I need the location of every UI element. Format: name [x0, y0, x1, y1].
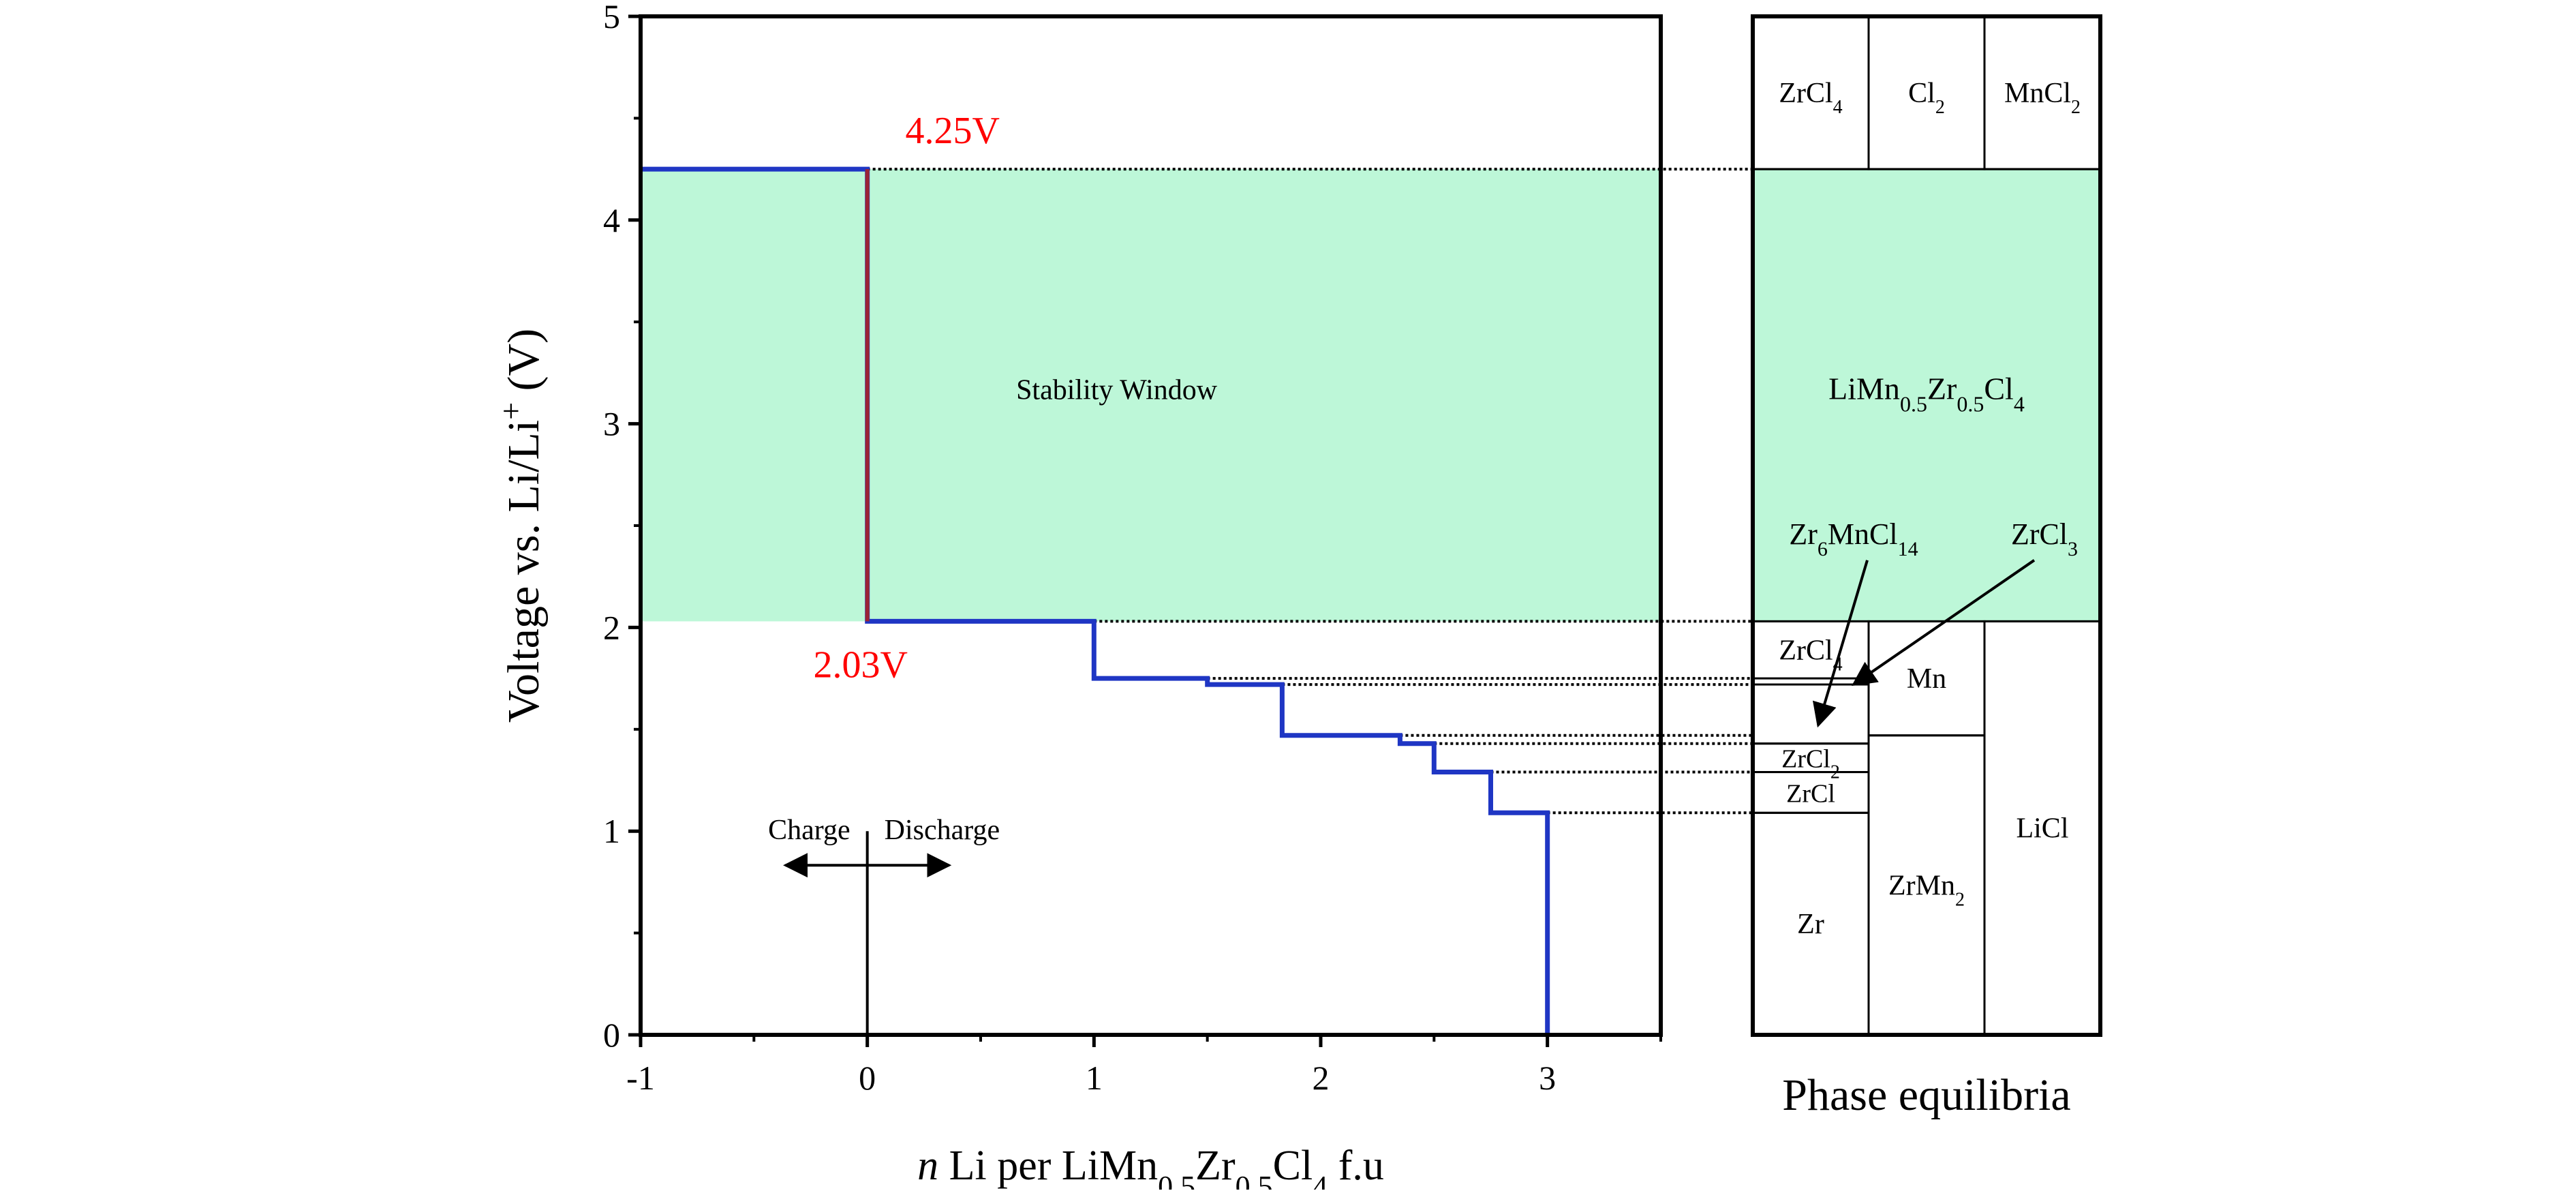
phase-region-label: ZrCl2: [1781, 745, 1840, 783]
phase-region-label-text: LiCl: [2016, 813, 2068, 845]
phase-region-box: [1751, 683, 1870, 745]
phase-panel-frame: [1751, 14, 2102, 1037]
phase-region-label-subscript: 2: [2071, 97, 2081, 118]
phase-region-label-text: Zr: [1797, 909, 1824, 940]
phase-stable-label-sub: 0.5: [1957, 392, 1984, 417]
phase-arrow-label-zr6mncl14: Zr6MnCl14: [1789, 517, 1918, 560]
phase-arrow-zrcl3: [1852, 559, 2036, 686]
x-axis-label: n Li per LiMn0.5Zr0.5Cl4 f.u: [917, 1143, 1384, 1190]
x-axis-label-text: Cl: [1273, 1143, 1313, 1189]
x-tick-label: -1: [626, 1059, 655, 1097]
x-axis-label-sub: 0.5: [1158, 1170, 1195, 1190]
x-axis-label-sub: 4: [1313, 1170, 1328, 1190]
phase-region-label-text: ZrCl: [1779, 78, 1833, 109]
x-axis-label-text: Zr: [1195, 1143, 1236, 1189]
phase-panel: ZrCl4Cl2MnCl2ZrCl4ZrCl2ZrClZrMnZrMn2LiCl…: [1751, 14, 2102, 1120]
y-tick-label: 5: [603, 0, 620, 35]
phase-region-label-text: Mn: [1907, 663, 1946, 695]
phase-stable-label-text: Zr: [1927, 372, 1957, 406]
stability-window-region: [641, 169, 1661, 622]
phase-arrow-zr6mncl14: [1812, 560, 1869, 728]
phase-arrow-label-sub: 6: [1818, 537, 1828, 560]
x-axis: -1 0 1 2 3: [626, 1035, 1662, 1097]
phase-region-label-subscript: 4: [1833, 97, 1843, 118]
charge-label: Charge: [768, 815, 850, 846]
y-tick-label: 0: [603, 1016, 620, 1054]
phase-region-label-text: ZrCl: [1781, 745, 1830, 774]
discharge-label: Discharge: [885, 815, 1000, 846]
phase-panel-title: Phase equilibria: [1782, 1070, 2070, 1120]
phase-region-label: ZrMn2: [1888, 870, 1965, 910]
annotation-upper-voltage: 4.25V: [905, 110, 999, 152]
phase-stable-label-sub: 4: [2014, 392, 2025, 417]
phase-region-label-text: ZrCl: [1786, 779, 1835, 808]
y-tick-label: 1: [603, 812, 620, 850]
annotation-lower-voltage: 2.03V: [813, 644, 907, 686]
phase-stable-region: [1753, 169, 2100, 622]
phase-stable-label: LiMn0.5Zr0.5Cl4: [1828, 372, 2025, 417]
phase-stable-label-text: LiMn: [1828, 372, 1900, 406]
x-tick-label: 1: [1086, 1059, 1103, 1097]
y-tick-label: 2: [603, 608, 620, 646]
y-axis-label-text: Voltage vs. Li/Li: [499, 420, 549, 723]
dotted-connectors: [867, 168, 1753, 815]
phase-region-label-subscript: 2: [1955, 889, 1965, 910]
y-axis-label-superscript: +: [493, 402, 528, 420]
x-axis-label-text: Li per LiMn: [938, 1143, 1158, 1189]
phase-arrow-label-sub: 3: [2068, 537, 2078, 560]
phase-region-label-text: ZrMn: [1888, 870, 1955, 901]
phase-region-label: Mn: [1907, 663, 1946, 695]
y-axis-label-text: (V): [499, 329, 549, 402]
phase-region-label: Cl2: [1908, 78, 1945, 118]
phase-stable-label-sub: 0.5: [1900, 392, 1927, 417]
phase-region-label-subscript: 2: [1935, 97, 1945, 118]
x-axis-label-italic: n: [917, 1143, 938, 1189]
y-tick-label: 4: [603, 201, 620, 239]
phase-region-label-text: ZrCl: [1779, 635, 1833, 666]
voltage-profile-line: [641, 166, 1550, 1035]
x-tick-label: 2: [1313, 1059, 1330, 1097]
phase-stable-label-text: Cl: [1984, 372, 2013, 406]
phase-arrow-label-zrcl3: ZrCl3: [2011, 517, 2078, 560]
phase-region-label: LiCl: [2016, 813, 2068, 845]
x-tick-label: 3: [1539, 1059, 1556, 1097]
phase-arrow-label-text: MnCl: [1828, 517, 1898, 551]
phase-arrow-label-text: Zr: [1789, 517, 1818, 551]
y-axis-label: Voltage vs. Li/Li+ (V): [493, 329, 549, 723]
phase-region-label: ZrCl: [1786, 779, 1835, 808]
phase-arrow-label-text: ZrCl: [2011, 517, 2068, 551]
y-tick-label: 3: [603, 405, 620, 443]
stability-window-label: Stability Window: [1016, 375, 1218, 406]
phase-region-label: Zr: [1797, 909, 1824, 940]
phase-region-label-text: Cl: [1908, 78, 1935, 109]
phase-region-label-text: MnCl: [2004, 78, 2071, 109]
phase-region-label: ZrCl4: [1779, 78, 1842, 118]
phase-region-label: MnCl2: [2004, 78, 2081, 118]
x-axis-label-sub: 0.5: [1236, 1170, 1273, 1190]
phase-arrow-label-sub: 14: [1898, 537, 1918, 560]
x-tick-label: 0: [859, 1059, 876, 1097]
phase-region-label: ZrCl4: [1779, 635, 1842, 675]
y-axis: 0 1 2 3 4 5: [603, 0, 641, 1054]
x-axis-label-text: f.u: [1328, 1143, 1384, 1189]
